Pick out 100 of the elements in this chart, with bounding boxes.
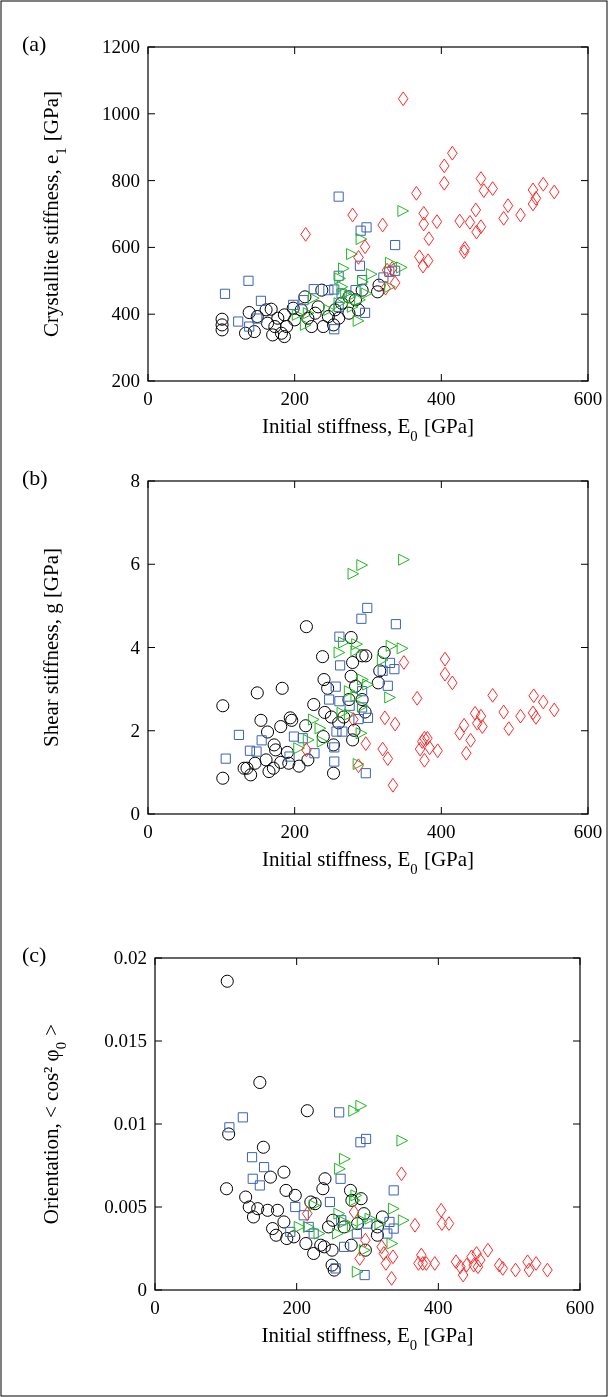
x-axis-title: Initial stiffness, E$_{0}$ [GPa] <box>261 847 475 877</box>
x-tick-label: 600 <box>565 1297 595 1318</box>
point <box>384 657 396 668</box>
point <box>337 262 350 275</box>
point <box>443 1216 455 1231</box>
point <box>301 311 315 325</box>
point <box>362 602 373 614</box>
point <box>351 303 366 317</box>
point <box>396 642 409 655</box>
point <box>355 692 369 707</box>
point <box>219 288 231 299</box>
point <box>277 1165 291 1179</box>
point <box>269 743 283 757</box>
x-tick-label: 200 <box>280 821 309 842</box>
point <box>377 665 388 676</box>
point <box>409 1217 421 1233</box>
point <box>438 175 450 191</box>
point <box>346 655 360 670</box>
point <box>307 697 321 712</box>
point <box>370 285 385 299</box>
point <box>220 753 231 764</box>
point <box>355 1099 368 1112</box>
point <box>353 250 364 265</box>
point <box>337 1220 351 1234</box>
point <box>268 320 282 334</box>
point <box>360 736 372 752</box>
point <box>364 1212 377 1225</box>
x-tick-label: 400 <box>427 388 456 409</box>
point <box>548 184 560 200</box>
point <box>246 1210 261 1224</box>
point <box>314 722 327 735</box>
point <box>288 731 300 742</box>
point <box>315 650 330 664</box>
point <box>468 1257 480 1273</box>
point <box>277 308 291 322</box>
point <box>255 295 267 306</box>
y-tick-label: 2 <box>130 719 140 741</box>
point <box>356 613 367 624</box>
point <box>502 198 514 214</box>
point <box>397 204 410 217</box>
point <box>316 730 330 744</box>
point <box>350 1189 363 1202</box>
point <box>266 1222 280 1236</box>
y-tick-label: 1000 <box>102 102 140 124</box>
point <box>380 1256 392 1271</box>
point <box>274 720 288 734</box>
point <box>421 1256 432 1271</box>
point <box>329 284 340 295</box>
x-tick-label: 600 <box>573 821 603 842</box>
point <box>527 705 539 721</box>
point <box>243 275 254 286</box>
point <box>288 299 299 310</box>
point <box>355 233 368 246</box>
point <box>222 1127 236 1141</box>
y-tick-label: 600 <box>111 236 140 258</box>
point <box>342 306 356 320</box>
point <box>333 1207 346 1220</box>
point <box>457 1267 469 1283</box>
point <box>317 673 331 687</box>
point <box>413 1256 424 1271</box>
point <box>284 751 295 762</box>
point <box>309 748 320 759</box>
point <box>224 1122 235 1133</box>
point <box>351 1228 362 1239</box>
point <box>321 1220 336 1234</box>
point <box>439 666 451 682</box>
point <box>372 278 386 292</box>
point <box>220 974 234 988</box>
y-tick-label: 4 <box>130 636 141 658</box>
point <box>299 318 312 331</box>
point <box>346 300 359 313</box>
point <box>362 1218 373 1229</box>
y-tick-label: 0.015 <box>104 1030 147 1051</box>
point <box>331 726 342 737</box>
point <box>458 244 470 260</box>
point <box>450 1254 462 1270</box>
y-tick-label: 0 <box>130 803 140 824</box>
point <box>344 1238 358 1252</box>
point <box>359 239 371 255</box>
point <box>264 302 278 316</box>
point <box>266 761 280 775</box>
point <box>350 690 363 703</box>
point <box>263 1170 278 1184</box>
point <box>279 1183 293 1197</box>
point <box>384 266 395 277</box>
point <box>417 258 429 274</box>
point <box>354 1192 368 1206</box>
point <box>436 1216 448 1231</box>
point <box>386 1271 397 1286</box>
point <box>325 1258 339 1272</box>
point <box>339 1152 351 1165</box>
point <box>328 303 342 317</box>
point <box>357 686 368 697</box>
point <box>321 310 335 324</box>
point <box>254 1180 265 1191</box>
point <box>324 694 335 705</box>
point <box>389 664 400 675</box>
point <box>386 261 398 276</box>
point <box>313 1227 326 1240</box>
point <box>316 1182 330 1196</box>
